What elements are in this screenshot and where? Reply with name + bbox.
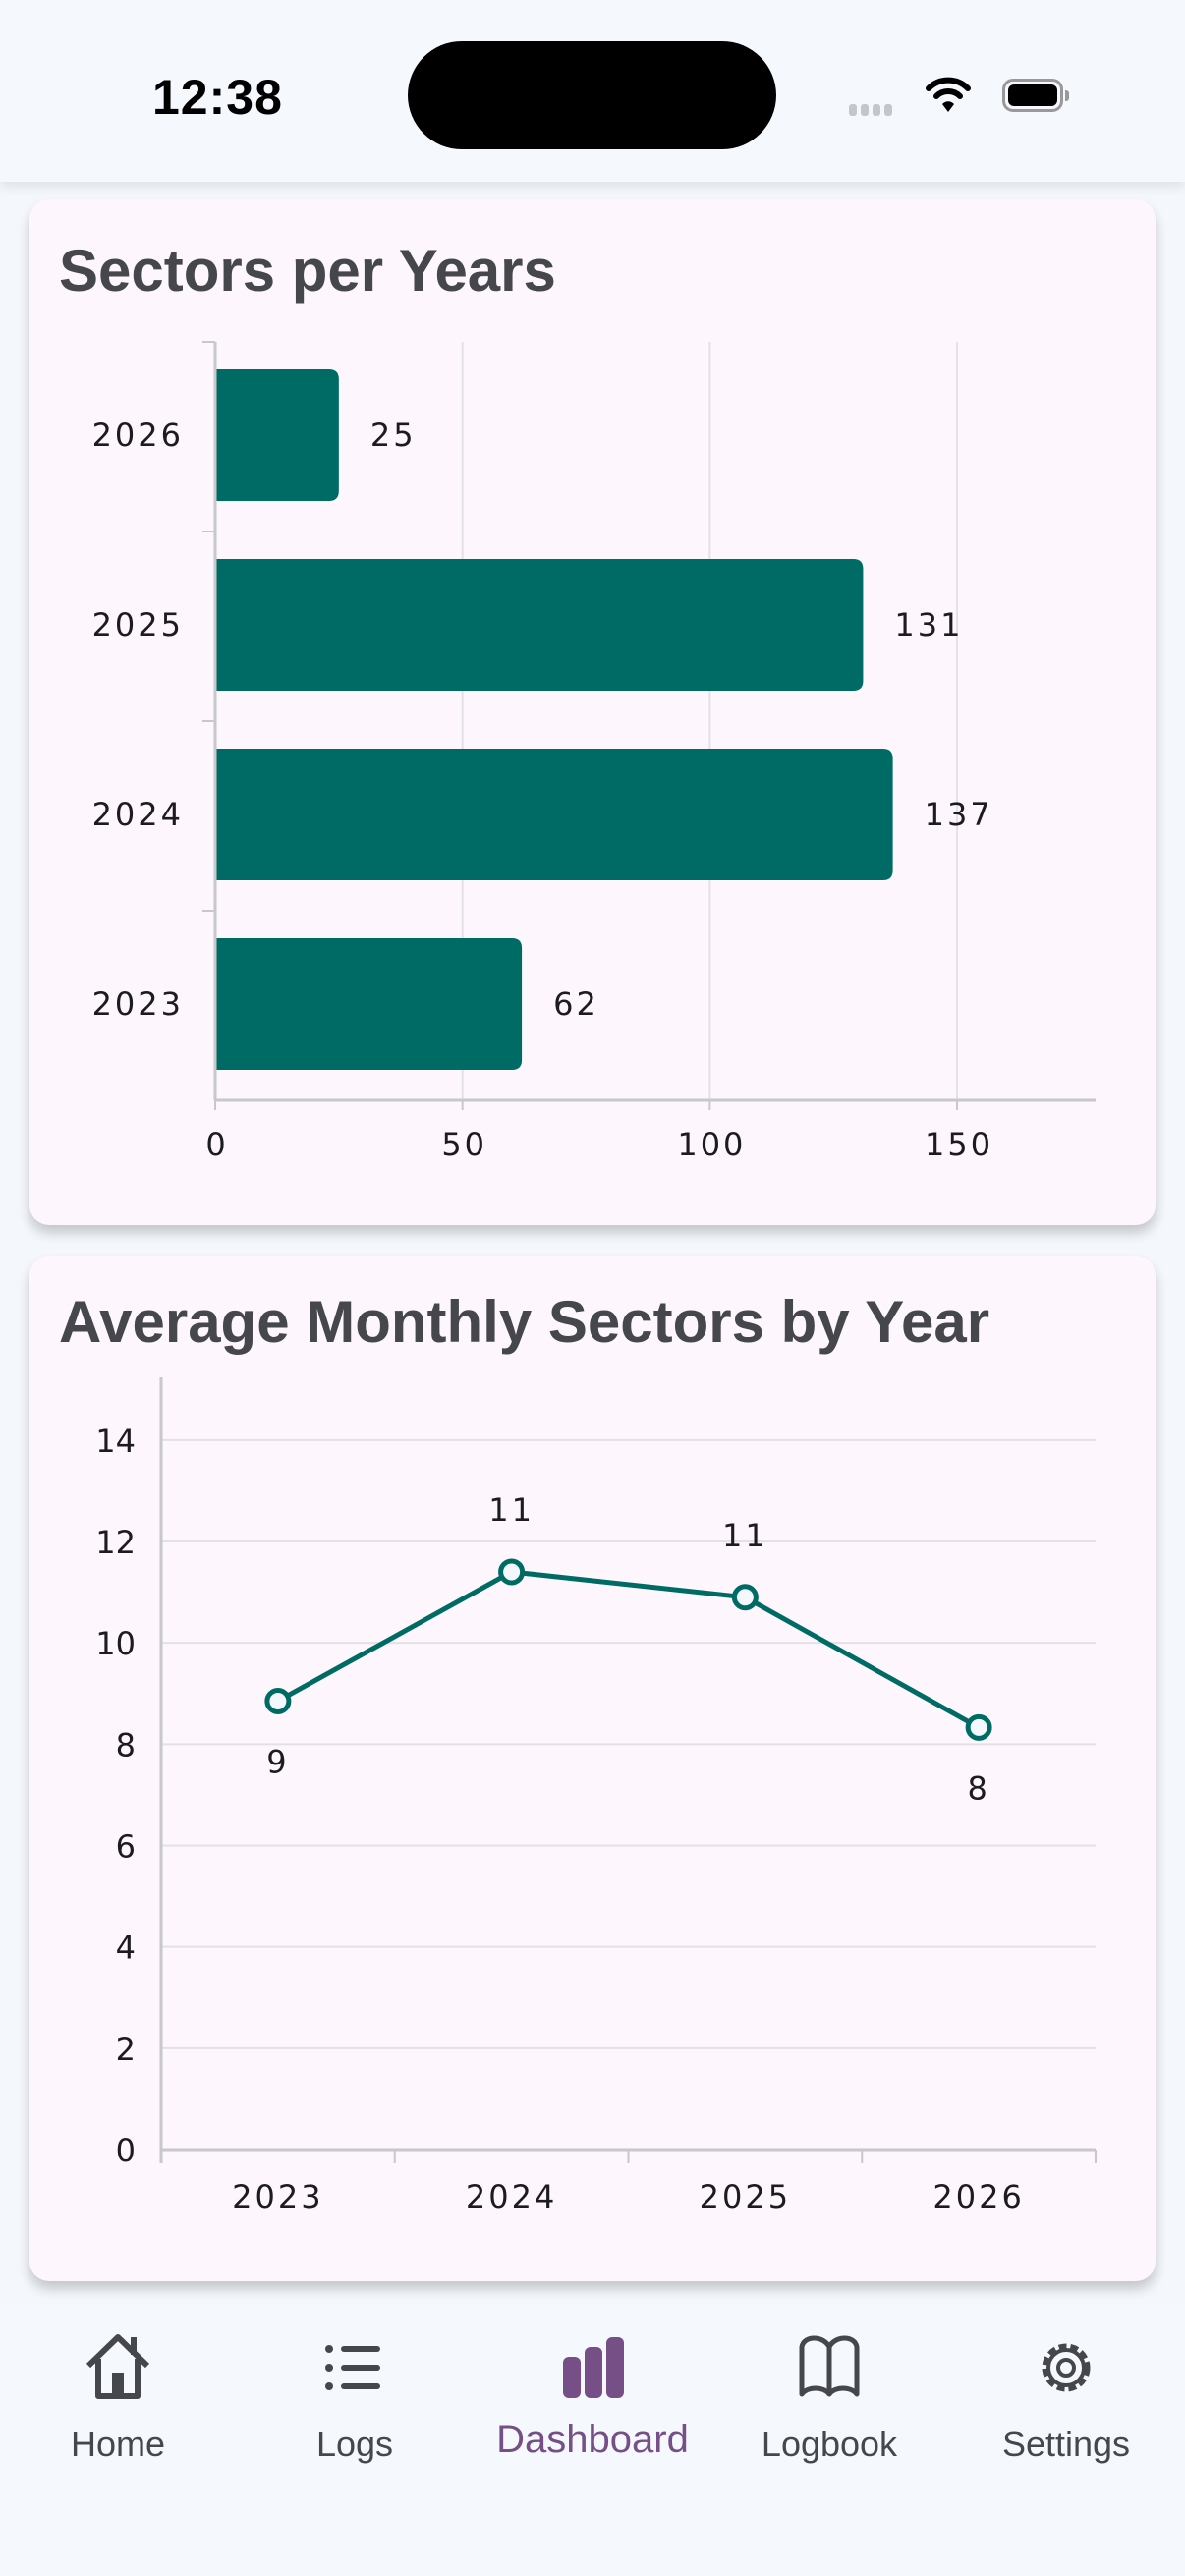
y-tick-label: 14 (95, 1423, 136, 1460)
bottom-nav: Home Logs Dashboard Logbook Settings (0, 2304, 1185, 2576)
data-label: 11 (488, 1491, 535, 1529)
y-tick-label: 2026 (92, 417, 184, 454)
y-tick-label: 10 (95, 1625, 136, 1662)
y-tick-label: 8 (116, 1726, 136, 1764)
bar-chart-icon (563, 2337, 624, 2398)
y-tick-label: 4 (116, 1930, 136, 1967)
y-tick-label: 0 (116, 2132, 136, 2169)
nav-item-logs[interactable]: Logs (237, 2333, 473, 2465)
x-tick-label: 100 (677, 1126, 746, 1163)
bar-value-label: 131 (894, 606, 963, 644)
data-label: 8 (967, 1769, 989, 1807)
nav-item-dashboard[interactable]: Dashboard (475, 2333, 710, 2462)
home-icon (85, 2334, 150, 2399)
average-line-chart: 0 2 4 6 8 10 12 14 2023 2024 2025 2026 9 11 11 8 (95, 1377, 1097, 2215)
sectors-per-year-card: Sectors per Years 0 50 100 150 2026 25 2025 131… (29, 199, 1156, 1225)
bar-value-label: 25 (370, 417, 417, 454)
x-tick-label: 2025 (700, 2178, 791, 2215)
data-label: 9 (266, 1743, 289, 1780)
nav-item-logbook[interactable]: Logbook (711, 2333, 947, 2465)
card-title: Average Monthly Sectors by Year (59, 1289, 990, 1355)
bar-2024 (215, 749, 893, 880)
data-point (731, 1584, 759, 1611)
bar-2023 (215, 938, 523, 1070)
y-tick-label: 12 (95, 1524, 136, 1561)
data-point (498, 1558, 526, 1586)
bar-value-label: 62 (553, 985, 599, 1023)
x-tick-label: 2024 (466, 2178, 557, 2215)
y-tick-label: 2023 (92, 985, 184, 1023)
bar-2025 (215, 559, 864, 691)
average-monthly-card: Average Monthly Sectors by Year 0 2 4 6 8 10 1… (29, 1256, 1156, 2281)
bar-2026 (215, 369, 339, 501)
dynamic-island (408, 41, 776, 149)
nav-item-home[interactable]: Home (0, 2333, 236, 2465)
status-time: 12:38 (152, 70, 283, 125)
battery-icon (1002, 79, 1069, 112)
sectors-bar-chart: 0 50 100 150 2026 25 2025 131 2024 137 2023 62 (92, 341, 1096, 1163)
data-label: 11 (722, 1517, 768, 1554)
card-title: Sectors per Years (59, 238, 556, 304)
data-point (965, 1713, 992, 1741)
gear-icon (1042, 2343, 1091, 2392)
x-tick-label: 150 (925, 1126, 993, 1163)
x-tick-label: 2026 (932, 2178, 1024, 2215)
status-bar: 12:38 (0, 0, 1185, 182)
data-point (264, 1687, 292, 1714)
y-tick-label: 2 (116, 2031, 136, 2068)
book-icon (799, 2335, 860, 2397)
y-tick-label: 2024 (92, 796, 184, 833)
x-tick-label: 2023 (232, 2178, 323, 2215)
list-icon (325, 2345, 380, 2390)
series-line (276, 1569, 981, 1730)
y-tick-label: 6 (116, 1828, 136, 1866)
nav-item-settings[interactable]: Settings (948, 2333, 1184, 2465)
wifi-icon (926, 77, 971, 112)
y-tick-label: 2025 (92, 606, 184, 644)
bar-value-label: 137 (925, 796, 993, 833)
cellular-signal-icon (849, 104, 892, 116)
x-tick-label: 50 (441, 1126, 487, 1163)
x-tick-label: 0 (205, 1126, 228, 1163)
